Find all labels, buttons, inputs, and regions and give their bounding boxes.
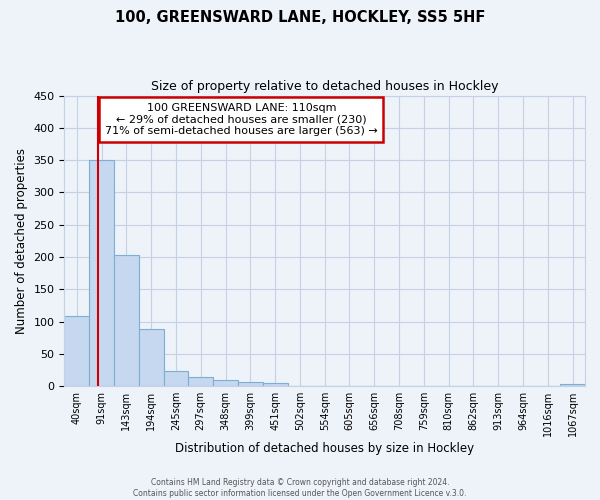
Text: 100, GREENSWARD LANE, HOCKLEY, SS5 5HF: 100, GREENSWARD LANE, HOCKLEY, SS5 5HF <box>115 10 485 25</box>
Y-axis label: Number of detached properties: Number of detached properties <box>15 148 28 334</box>
Bar <box>238 382 263 386</box>
Bar <box>560 384 585 386</box>
Bar <box>164 372 188 386</box>
Bar <box>263 383 287 386</box>
Bar <box>188 376 213 386</box>
Text: 100 GREENSWARD LANE: 110sqm
← 29% of detached houses are smaller (230)
71% of se: 100 GREENSWARD LANE: 110sqm ← 29% of det… <box>105 103 378 136</box>
Bar <box>89 160 114 386</box>
Bar <box>114 255 139 386</box>
Title: Size of property relative to detached houses in Hockley: Size of property relative to detached ho… <box>151 80 499 93</box>
Bar <box>139 330 164 386</box>
X-axis label: Distribution of detached houses by size in Hockley: Distribution of detached houses by size … <box>175 442 474 455</box>
Text: Contains HM Land Registry data © Crown copyright and database right 2024.
Contai: Contains HM Land Registry data © Crown c… <box>133 478 467 498</box>
Bar <box>213 380 238 386</box>
Bar <box>64 316 89 386</box>
